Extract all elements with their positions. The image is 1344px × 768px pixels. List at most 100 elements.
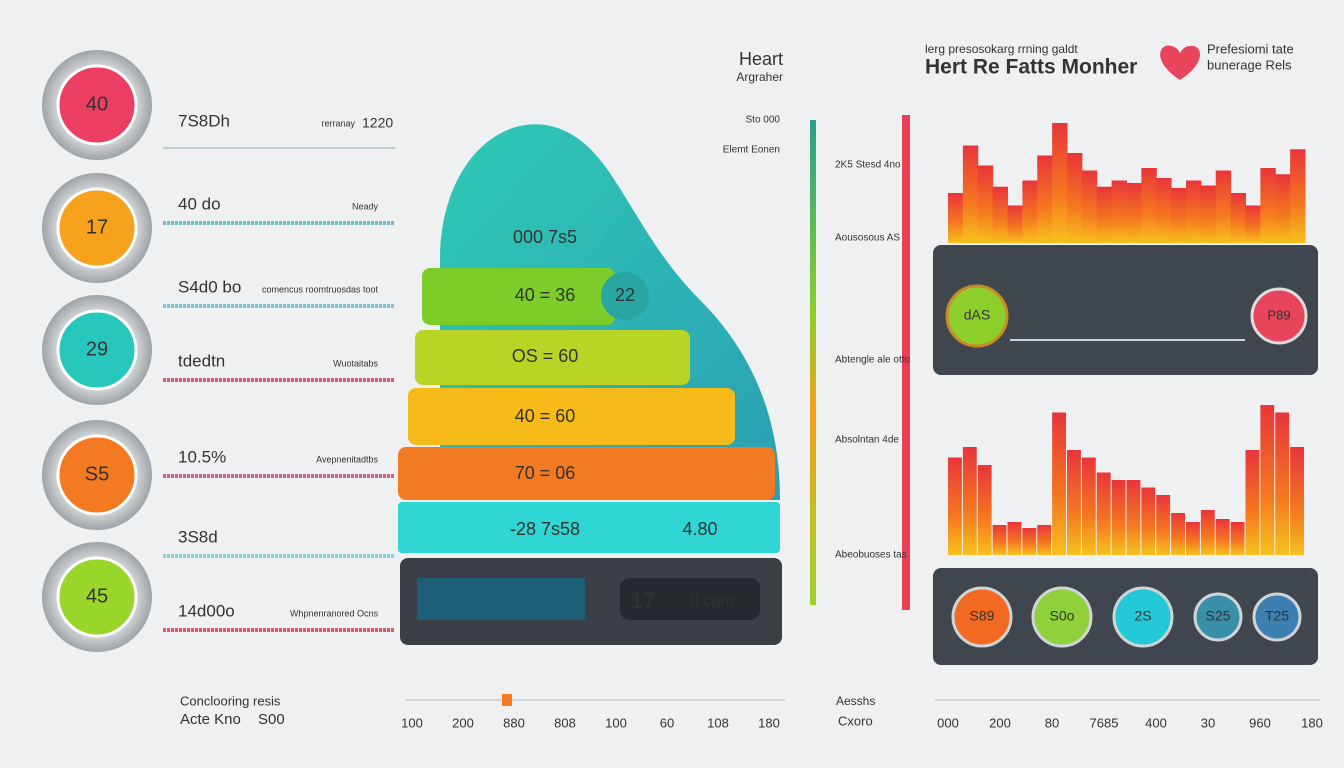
label: Cxoro xyxy=(838,713,873,728)
label: 60 xyxy=(660,715,674,730)
label: Conclooring resis xyxy=(180,693,281,708)
monitor-dial xyxy=(945,284,1009,348)
dial xyxy=(951,586,1013,648)
label: S5 xyxy=(85,463,109,485)
label: S4d0 bo xyxy=(178,277,241,296)
label: Heart xyxy=(739,49,783,69)
label: Absolntan 4de xyxy=(835,435,899,446)
bar xyxy=(948,457,962,555)
area-bar xyxy=(1290,149,1306,243)
gauge xyxy=(56,556,138,638)
bar xyxy=(992,525,1007,555)
label: 0 cpm xyxy=(690,593,734,610)
label: 1220 xyxy=(362,115,393,131)
label: 100 xyxy=(401,715,423,730)
label: 40 do xyxy=(178,194,221,213)
label: P89 xyxy=(1267,307,1290,322)
label: Abeobuoses tas xyxy=(835,550,907,561)
label: 880 xyxy=(503,715,525,730)
dial xyxy=(1252,592,1302,642)
dial xyxy=(1112,586,1174,648)
monitor-dial xyxy=(1250,287,1308,345)
label: OS = 60 xyxy=(512,346,579,366)
bar xyxy=(1171,513,1185,555)
label: tdedtn xyxy=(178,351,225,370)
bar xyxy=(1081,457,1096,555)
label: Argraher xyxy=(736,70,783,84)
label: 70 = 06 xyxy=(515,463,576,483)
bar xyxy=(1260,405,1275,555)
bar xyxy=(977,465,992,555)
area-bar xyxy=(948,193,964,243)
heart-icon xyxy=(1160,45,1201,80)
label: 80 xyxy=(1045,715,1059,730)
bar xyxy=(1200,510,1215,555)
label: T25 xyxy=(1265,608,1289,624)
label: 30 xyxy=(1201,715,1215,730)
bar xyxy=(1096,472,1111,555)
bar xyxy=(1186,522,1200,555)
area-bar xyxy=(1037,155,1053,243)
bar xyxy=(1126,480,1141,555)
label: lerg presosokarg rrning galdt xyxy=(925,42,1078,56)
area-bar xyxy=(1200,185,1217,243)
bar xyxy=(1245,450,1260,555)
bar xyxy=(1052,412,1066,555)
area-bar xyxy=(1096,186,1113,243)
label: Acte Kno xyxy=(180,711,241,728)
gauge xyxy=(56,187,138,269)
badge xyxy=(601,272,649,320)
gauge xyxy=(56,434,138,516)
area-bar xyxy=(1260,168,1276,243)
label: 808 xyxy=(554,715,576,730)
area-bar xyxy=(1215,170,1232,243)
bar xyxy=(1215,519,1230,555)
label: -28 7s58 xyxy=(510,519,580,539)
area-bar xyxy=(1156,178,1172,243)
label: 40 = 60 xyxy=(515,406,576,426)
bar xyxy=(1111,480,1126,555)
label: 4.80 xyxy=(682,519,717,539)
area-bar xyxy=(1171,188,1187,243)
label: Prefesiomi tate xyxy=(1207,41,1294,56)
bar xyxy=(1067,450,1081,555)
label: 200 xyxy=(452,715,474,730)
label: 40 xyxy=(86,93,108,115)
area-bar xyxy=(1111,180,1127,243)
label: 7S8Dh xyxy=(178,111,230,130)
area-bar xyxy=(1186,180,1202,243)
label: 2S xyxy=(1134,608,1151,624)
gauge xyxy=(56,64,138,146)
label: 100 xyxy=(605,715,627,730)
label: 22 xyxy=(615,285,635,305)
label: 17 xyxy=(86,216,108,238)
label: S0o xyxy=(1050,608,1075,624)
area-bar xyxy=(977,165,994,243)
bar xyxy=(1275,412,1290,555)
label: 108 xyxy=(707,715,729,730)
label: 180 xyxy=(758,715,780,730)
dial xyxy=(1031,586,1093,648)
area-bar xyxy=(992,186,1008,243)
label: 2K5 Stesd 4no xyxy=(835,160,901,171)
label: 45 xyxy=(86,585,108,607)
bar xyxy=(1230,522,1245,555)
bar xyxy=(1156,495,1171,555)
area-bar xyxy=(1052,123,1068,243)
decor xyxy=(398,115,1320,701)
label: 29 xyxy=(86,338,108,360)
label: dAS xyxy=(964,307,990,323)
area-bar xyxy=(1230,193,1246,243)
label: S00 xyxy=(258,711,285,728)
label: Abtengle ale otto xyxy=(835,355,910,366)
label: S25 xyxy=(1206,608,1231,624)
label: 960 xyxy=(1249,715,1271,730)
area-bar xyxy=(1275,174,1291,243)
area-bar xyxy=(962,145,979,243)
gauge xyxy=(56,309,138,391)
label: rerranay xyxy=(321,118,355,128)
bar xyxy=(1141,487,1156,555)
label: Whpnenranored Ocns xyxy=(290,608,379,618)
label: Elemt Eonen xyxy=(723,145,780,156)
